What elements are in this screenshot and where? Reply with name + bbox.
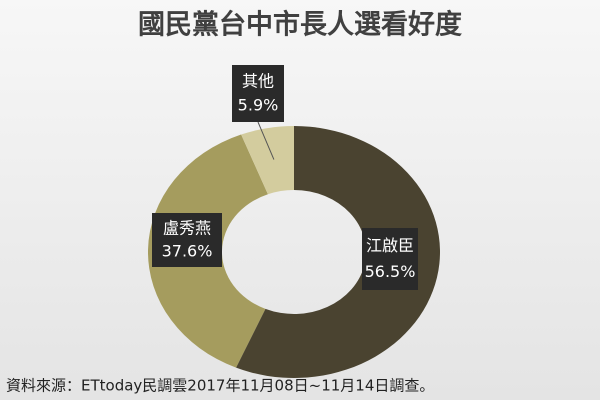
donut-slice bbox=[236, 126, 440, 378]
category-label: 江啟臣 bbox=[366, 236, 414, 255]
donut-slice bbox=[241, 126, 294, 195]
value-label: 56.5% bbox=[365, 262, 416, 281]
value-label: 37.6% bbox=[162, 241, 213, 260]
label-box bbox=[232, 65, 284, 122]
category-label: 其他 bbox=[242, 72, 274, 91]
category-label: 盧秀燕 bbox=[163, 219, 211, 238]
source-note: 資料來源：ETtoday民調雲2017年11月08日~11月14日調查。 bbox=[6, 377, 434, 395]
chart-title: 國民黨台中市長人選看好度 bbox=[138, 9, 462, 41]
leader-line bbox=[257, 121, 275, 160]
label-box bbox=[362, 228, 418, 290]
label-box bbox=[152, 213, 222, 267]
value-label: 5.9% bbox=[238, 96, 279, 115]
